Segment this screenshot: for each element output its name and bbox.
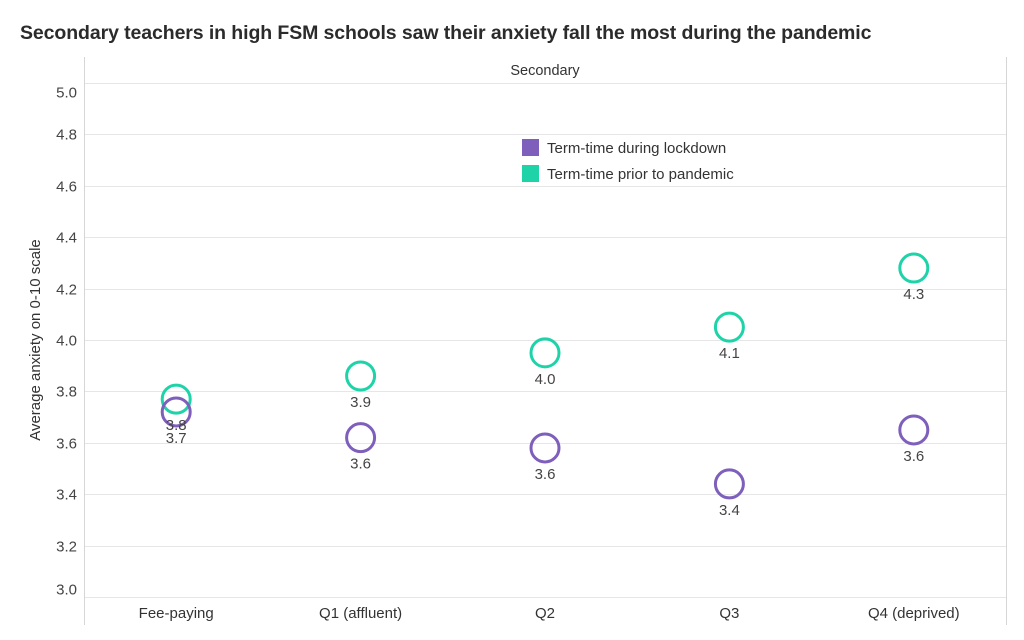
y-tick-label: 4.4 bbox=[56, 230, 77, 247]
legend-swatch-lockdown bbox=[522, 139, 539, 156]
data-point-lockdown bbox=[898, 414, 930, 446]
data-label-prior: 4.0 bbox=[535, 371, 556, 388]
data-marks bbox=[160, 252, 930, 500]
x-category-label: Q2 bbox=[535, 605, 555, 622]
panel-header: Secondary bbox=[510, 63, 580, 79]
y-tick-label: 4.8 bbox=[56, 127, 77, 144]
data-label-prior: 4.3 bbox=[903, 286, 924, 303]
y-tick-label: 3.8 bbox=[56, 384, 77, 401]
data-point-prior bbox=[898, 252, 930, 284]
data-labels: 3.8 3.9 4.0 4.1 4.3 3.7 3.6 3.6 3.4 3.6 bbox=[166, 286, 924, 519]
chart-title: Secondary teachers in high FSM schools s… bbox=[20, 22, 872, 44]
x-category-label: Q3 bbox=[719, 605, 739, 622]
data-point-prior bbox=[345, 360, 377, 392]
data-label-prior: 3.8 bbox=[166, 417, 187, 434]
data-label-lockdown: 3.6 bbox=[350, 456, 371, 473]
x-category-labels: Fee-paying Q1 (affluent) Q2 Q3 Q4 (deprived) bbox=[139, 605, 960, 622]
y-tick-label: 3.0 bbox=[56, 582, 77, 599]
legend-label-lockdown: Term-time during lockdown bbox=[547, 140, 726, 157]
data-label-prior: 4.1 bbox=[719, 345, 740, 362]
data-point-lockdown bbox=[713, 468, 745, 500]
data-point-prior bbox=[160, 383, 192, 415]
data-label-lockdown: 3.4 bbox=[719, 502, 740, 519]
data-point-prior bbox=[713, 311, 745, 343]
y-tick-label: 3.2 bbox=[56, 539, 77, 556]
data-point-lockdown bbox=[345, 422, 377, 454]
y-axis-title: Average anxiety on 0-10 scale bbox=[27, 239, 44, 441]
x-category-label: Fee-paying bbox=[139, 605, 214, 622]
y-tick-label: 4.0 bbox=[56, 333, 77, 350]
data-point-lockdown bbox=[160, 396, 192, 428]
data-point-prior bbox=[529, 337, 561, 369]
y-tick-label: 4.2 bbox=[56, 282, 77, 299]
legend-swatch-prior bbox=[522, 165, 539, 182]
y-tick-label: 4.6 bbox=[56, 179, 77, 196]
x-category-label: Q4 (deprived) bbox=[868, 605, 960, 622]
x-category-label: Q1 (affluent) bbox=[319, 605, 402, 622]
data-label-lockdown: 3.6 bbox=[903, 448, 924, 465]
y-tick-label: 3.4 bbox=[56, 487, 77, 504]
y-tick-label: 3.6 bbox=[56, 436, 77, 453]
legend: Term-time during lockdown Term-time prio… bbox=[522, 139, 734, 183]
data-label-lockdown: 3.6 bbox=[535, 466, 556, 483]
data-point-lockdown bbox=[529, 432, 561, 464]
legend-label-prior: Term-time prior to pandemic bbox=[547, 166, 734, 183]
data-label-prior: 3.9 bbox=[350, 394, 371, 411]
y-tick-label: 5.0 bbox=[56, 85, 77, 102]
data-label-lockdown: 3.7 bbox=[166, 430, 187, 447]
y-tick-labels: 5.0 4.8 4.6 4.4 4.2 4.0 3.8 3.6 3.4 3.2 3.0 bbox=[56, 85, 77, 599]
gridlines bbox=[84, 83, 1006, 598]
